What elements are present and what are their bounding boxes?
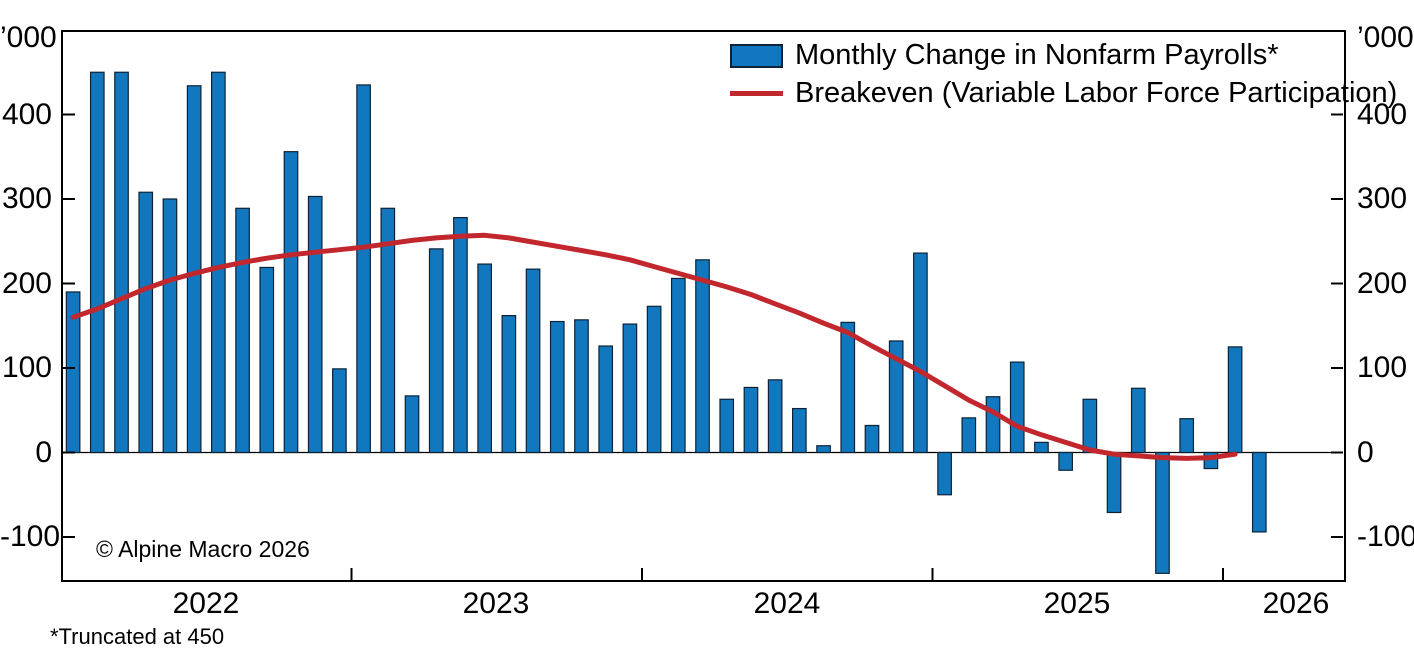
bar-2023-04 [428, 248, 444, 454]
bar-2022-11 [307, 195, 323, 454]
bar-2023-07 [501, 315, 517, 454]
y-tick-label--100: -100 [1357, 520, 1414, 553]
bar-2025-08 [1106, 451, 1122, 514]
x-year-label-2025: 2025 [1043, 587, 1111, 620]
x-year-label-2026: 2026 [1262, 587, 1330, 620]
bar-2024-03 [695, 259, 710, 454]
y-tick-label-300: 300 [1, 182, 52, 215]
bar-2025-05 [1034, 441, 1049, 454]
bar-2024-10 [864, 424, 880, 454]
y-tick-label-400: 400 [1, 97, 52, 131]
x-year-label-2023: 2023 [462, 587, 530, 620]
bar-2025-07 [1082, 398, 1098, 454]
y-tick-label-400: 400 [1357, 97, 1408, 131]
bar-2023-02 [380, 207, 396, 454]
bar-2023-06 [477, 263, 492, 454]
bar-2023-11 [598, 345, 614, 454]
line-series-swatch [730, 91, 783, 96]
bar-2022-07 [211, 71, 226, 454]
chart-legend: Monthly Change in Nonfarm Payrolls* Brea… [730, 40, 1397, 116]
line-series-label: Breakeven (Variable Labor Force Particip… [795, 77, 1398, 109]
bar-2022-12 [332, 368, 347, 454]
plot-frame [61, 30, 1346, 582]
bar-2024-05 [743, 386, 759, 454]
bar-2025-10 [1155, 451, 1170, 574]
bar-2023-08 [525, 268, 541, 454]
bar-2024-06 [767, 379, 783, 454]
bar-2023-03 [404, 395, 420, 454]
bar-2022-04 [138, 191, 154, 454]
y-tick-label-0: 0 [1357, 435, 1374, 469]
bar-2024-07 [791, 407, 807, 454]
bar-2025-01 [937, 451, 952, 496]
bar-2026-01 [1227, 346, 1243, 454]
bar-2024-09 [840, 321, 856, 454]
chart-plot-area [61, 30, 1346, 582]
bar-2023-12 [622, 323, 638, 454]
bar-2022-08 [235, 207, 250, 454]
bar-2022-10 [283, 151, 299, 454]
bar-series-swatch [730, 43, 783, 68]
breakeven-line [70, 232, 1238, 461]
bar-2022-02 [89, 71, 105, 454]
y-axis-unit-label: ’000 [1357, 21, 1414, 54]
y-axis-unit-label: ’000 [0, 21, 57, 54]
y-tick-label-0: 0 [35, 435, 52, 469]
bar-2023-10 [574, 319, 589, 454]
bar-2025-11 [1179, 418, 1195, 454]
bar-2024-02 [670, 277, 686, 454]
x-year-label-2024: 2024 [753, 587, 821, 620]
bar-2025-06 [1058, 451, 1073, 471]
y-tick-label-100: 100 [1, 351, 52, 384]
bar-2024-01 [646, 305, 662, 454]
bar-2024-11 [888, 340, 904, 454]
bar-2025-09 [1130, 387, 1146, 454]
bar-2024-04 [719, 398, 735, 454]
bar-2023-09 [549, 320, 565, 454]
bar-series-label: Monthly Change in Nonfarm Payrolls* [795, 39, 1279, 71]
x-year-label-2022: 2022 [172, 587, 240, 620]
bar-2026-02 [1251, 451, 1267, 533]
legend-item-line: Breakeven (Variable Labor Force Particip… [730, 78, 1397, 109]
truncation-footnote: *Truncated at 450 [50, 624, 225, 649]
copyright-note: © Alpine Macro 2026 [96, 536, 310, 562]
bar-2023-01 [356, 84, 371, 454]
y-tick-label-200: 200 [1357, 266, 1408, 300]
bar-2022-05 [162, 198, 178, 454]
y-tick-label-200: 200 [1, 266, 52, 300]
bar-2025-02 [961, 417, 977, 454]
bar-2022-09 [259, 266, 275, 454]
y-tick-label-300: 300 [1357, 182, 1408, 215]
bar-2023-05 [453, 216, 468, 454]
bar-2025-03 [985, 396, 1001, 454]
y-tick-label-100: 100 [1357, 351, 1408, 384]
y-tick-label--100: -100 [0, 520, 61, 553]
bar-2022-06 [186, 85, 202, 454]
bar-2024-08 [816, 445, 831, 454]
bar-2022-03 [114, 71, 129, 454]
legend-item-bars: Monthly Change in Nonfarm Payrolls* [730, 40, 1397, 71]
bar-2025-04 [1009, 361, 1025, 454]
bar-2024-12 [913, 252, 928, 454]
